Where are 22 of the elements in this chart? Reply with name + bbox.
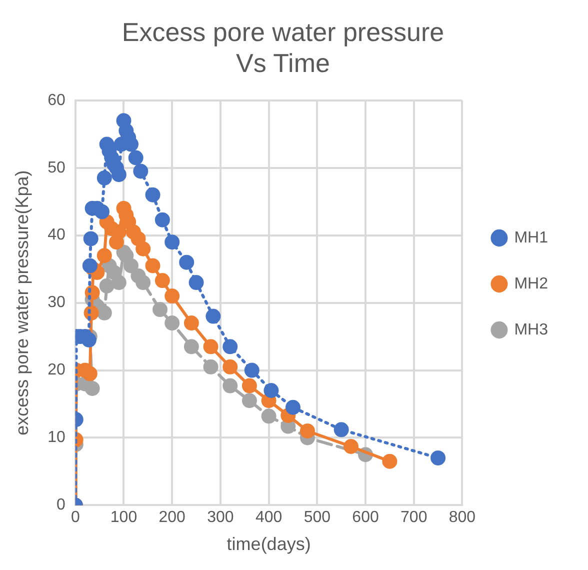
x-tick-label: 600 [352, 509, 379, 526]
legend-label: MH2 [514, 275, 548, 292]
y-tick-label: 50 [48, 159, 66, 176]
x-tick-label: 400 [255, 509, 282, 526]
x-tick-label: 100 [110, 509, 138, 526]
legend-label: MH3 [514, 321, 548, 338]
x-tick-label: 0 [70, 509, 80, 526]
x-tick-label: 700 [400, 509, 428, 526]
x-tick-label: 200 [158, 509, 186, 526]
y-tick-label: 30 [48, 294, 66, 312]
y-tick-label: 40 [48, 226, 66, 244]
x-tick-label: 800 [448, 509, 476, 526]
y-tick-label: 10 [48, 429, 66, 446]
y-tick-label: 20 [48, 362, 66, 379]
y-axis-title: excess pore water pressure(Kpa) [12, 170, 32, 436]
x-axis-title: time(days) [226, 534, 311, 554]
legend-label: MH1 [514, 229, 548, 246]
y-tick-label: 60 [48, 92, 66, 109]
x-tick-label: 500 [304, 509, 331, 526]
x-tick-label: 300 [207, 509, 234, 526]
chart-title: Excess pore water pressure Vs Time [122, 16, 444, 78]
y-tick-label: 0 [56, 496, 66, 514]
